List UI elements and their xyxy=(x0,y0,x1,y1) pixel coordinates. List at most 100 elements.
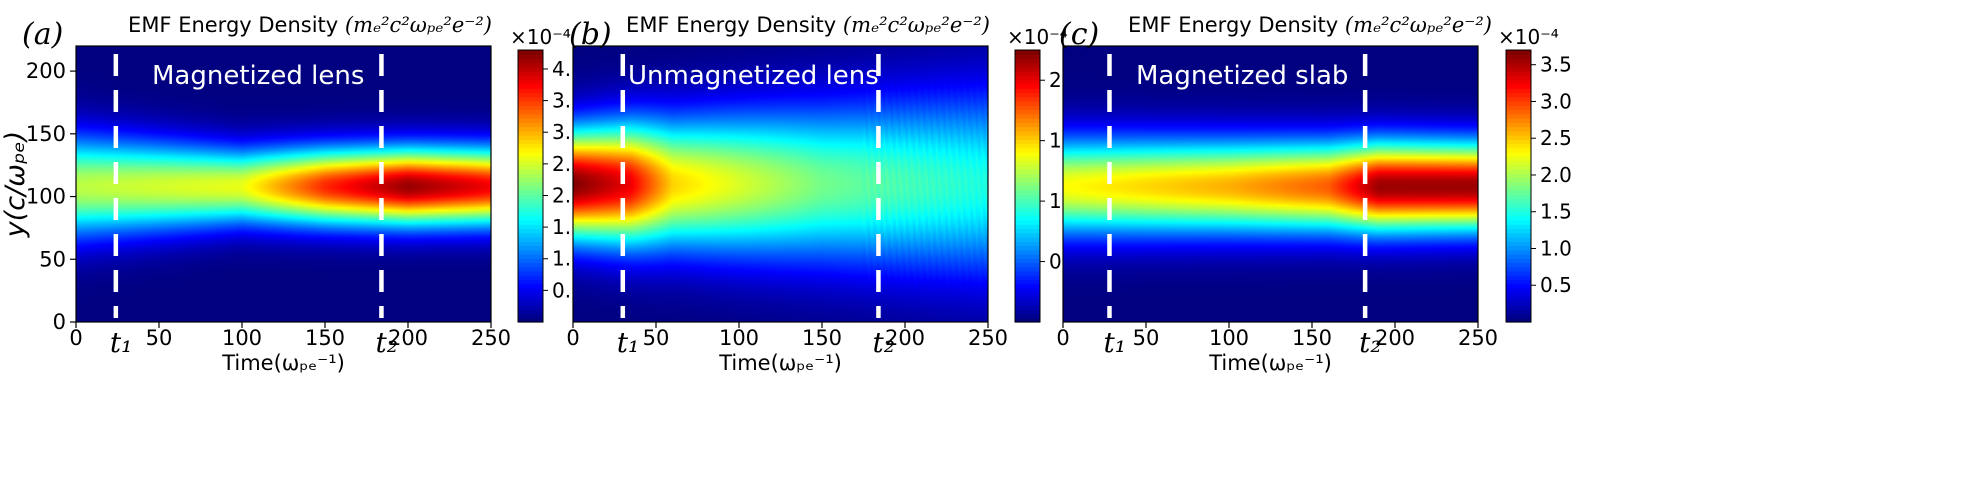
colorbar-segment xyxy=(1015,147,1040,153)
colorbar-segment xyxy=(1015,169,1040,174)
colorbar-tick-label: 2.0 xyxy=(1540,163,1572,187)
colorbar-segment xyxy=(1015,152,1040,157)
colorbar-segment xyxy=(1506,54,1531,60)
x-tick-label: 50 xyxy=(643,326,670,350)
colorbar-segment xyxy=(1506,50,1531,55)
colorbar-segment xyxy=(518,143,543,149)
colorbar-frame xyxy=(517,49,544,323)
panel-a: EMF Energy Density (mₑ²c²ωₚₑ²e⁻²) (a) Magn… xyxy=(0,13,584,375)
colorbar-segment xyxy=(1015,232,1040,238)
colorbar: ×10⁻⁴ 0.5 1.0 1.5 2.0 2.5 3.0 3.5 xyxy=(1498,25,1572,323)
colorbar-tick-label: 1.0 xyxy=(1540,236,1572,260)
colorbar-segment xyxy=(518,203,543,208)
colorbar-segment xyxy=(1506,105,1531,111)
time-marker-label: t₁ xyxy=(110,326,132,359)
colorbar-segment xyxy=(1506,92,1531,98)
colorbar-segment xyxy=(518,237,543,242)
x-tick-label: 250 xyxy=(1458,326,1498,350)
colorbar-segment xyxy=(518,122,543,128)
colorbar-segment xyxy=(1015,300,1040,306)
colorbar-segment xyxy=(1015,160,1040,166)
colorbar-multiplier: ×10⁻⁴ xyxy=(510,25,571,49)
colorbar-segment xyxy=(1506,130,1531,136)
colorbar-segment xyxy=(518,101,543,106)
x-tick-label: 50 xyxy=(146,326,173,350)
colorbar-segment xyxy=(1015,198,1040,204)
colorbar-segment xyxy=(1015,309,1040,315)
chart-title-units: (mₑ²c²ωₚₑ²e⁻²) xyxy=(843,13,990,37)
colorbar-segment xyxy=(518,283,543,289)
colorbar-segment xyxy=(518,113,543,119)
colorbar-segment xyxy=(1506,118,1531,123)
colorbar-segment xyxy=(518,173,543,179)
colorbar-segment xyxy=(1506,198,1531,204)
colorbar-segment xyxy=(1015,313,1040,319)
panel-label: (b) xyxy=(569,17,612,52)
colorbar-segment xyxy=(518,67,543,72)
colorbar-segment xyxy=(1015,254,1040,259)
colorbar-segment xyxy=(1015,207,1040,213)
x-axis-label: Time(ωₚₑ⁻¹) xyxy=(221,351,345,375)
x-tick-label: 50 xyxy=(1133,326,1160,350)
colorbar-segment xyxy=(1506,122,1531,128)
colorbar-segment xyxy=(1015,122,1040,128)
colorbar: ×10⁻⁴0.51.01.52.02.53.03.54.0 xyxy=(510,25,584,323)
colorbar-segment xyxy=(518,152,543,157)
colorbar-segment xyxy=(518,186,543,191)
colorbar-segment xyxy=(518,241,543,247)
colorbar-segment xyxy=(1506,258,1531,264)
panel-c: EMF Energy Density (mₑ²c²ωₚₑ²e⁻²) (c) Magn… xyxy=(1056,13,1572,375)
colorbar-segment xyxy=(518,249,543,255)
chart-title-units: (mₑ²c²ωₚₑ²e⁻²) xyxy=(345,13,492,37)
colorbar-segment xyxy=(1506,288,1531,293)
colorbar-segment xyxy=(1015,54,1040,60)
colorbar-segment xyxy=(1015,109,1040,115)
x-tick-label: 0 xyxy=(566,326,579,350)
colorbar-segment xyxy=(1015,79,1040,85)
colorbar-segment xyxy=(518,288,543,293)
colorbar-segment xyxy=(1506,96,1531,102)
colorbar-segment xyxy=(518,271,543,276)
colorbar-tick-label: 2.5 xyxy=(1540,126,1572,150)
colorbar-segment xyxy=(1506,245,1531,251)
colorbar-segment xyxy=(1506,194,1531,200)
colorbar-segment xyxy=(518,130,543,136)
colorbar-segment xyxy=(1015,241,1040,247)
colorbar-segment xyxy=(1506,232,1531,238)
colorbar-segment xyxy=(1506,186,1531,191)
colorbar-segment xyxy=(518,160,543,166)
x-tick-label: 150 xyxy=(1292,326,1332,350)
colorbar-segment xyxy=(1506,211,1531,217)
heatmap-image xyxy=(76,46,491,322)
heatmap-image xyxy=(573,46,988,322)
colorbar-segment xyxy=(1506,101,1531,106)
y-axis-label: y(c/ωₚₑ) xyxy=(0,131,31,238)
plot-frame xyxy=(572,45,989,323)
time-marker-label: t₂ xyxy=(872,326,894,359)
colorbar-segment xyxy=(518,50,543,55)
colorbar-segment xyxy=(1506,275,1531,281)
colorbar-segment xyxy=(1506,309,1531,315)
colorbar-segment xyxy=(1015,139,1040,145)
x-tick-label: 250 xyxy=(968,326,1008,350)
colorbar-segment xyxy=(1506,190,1531,196)
colorbar-segment xyxy=(518,190,543,196)
colorbar-segment xyxy=(518,300,543,306)
chart-title: EMF Energy Density (mₑ²c²ωₚₑ²e⁻²) xyxy=(1128,13,1492,37)
colorbar-segment xyxy=(1506,292,1531,298)
plot-frame xyxy=(1062,45,1479,323)
colorbar-segment xyxy=(1506,279,1531,285)
colorbar-segment xyxy=(518,88,543,94)
colorbar-segment xyxy=(518,228,543,234)
colorbar-segment xyxy=(1506,220,1531,225)
colorbar-segment xyxy=(1015,288,1040,293)
colorbar-segment xyxy=(1506,300,1531,306)
colorbar-segment xyxy=(1015,279,1040,285)
colorbar-segment xyxy=(518,296,543,302)
colorbar-segment xyxy=(518,79,543,85)
x-tick-label: 200 xyxy=(885,326,925,350)
heatmap-image xyxy=(1063,46,1478,322)
colorbar-segment xyxy=(518,224,543,230)
x-tick-label: 150 xyxy=(802,326,842,350)
time-marker-label: t₂ xyxy=(375,326,397,359)
